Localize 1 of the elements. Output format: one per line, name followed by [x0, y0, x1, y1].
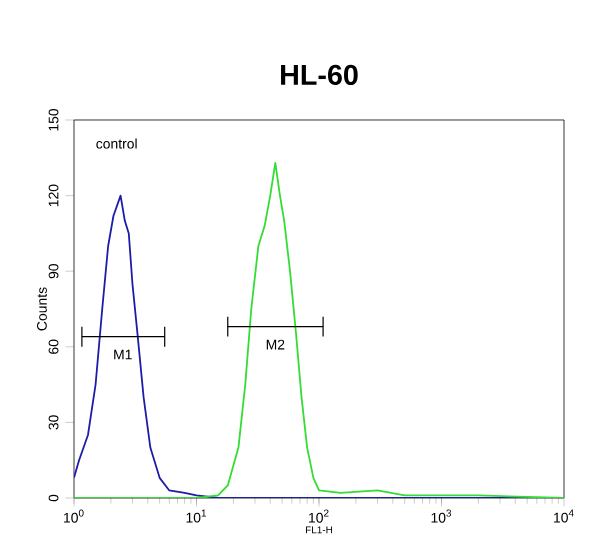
chart-title: HL-60	[281, 64, 358, 86]
